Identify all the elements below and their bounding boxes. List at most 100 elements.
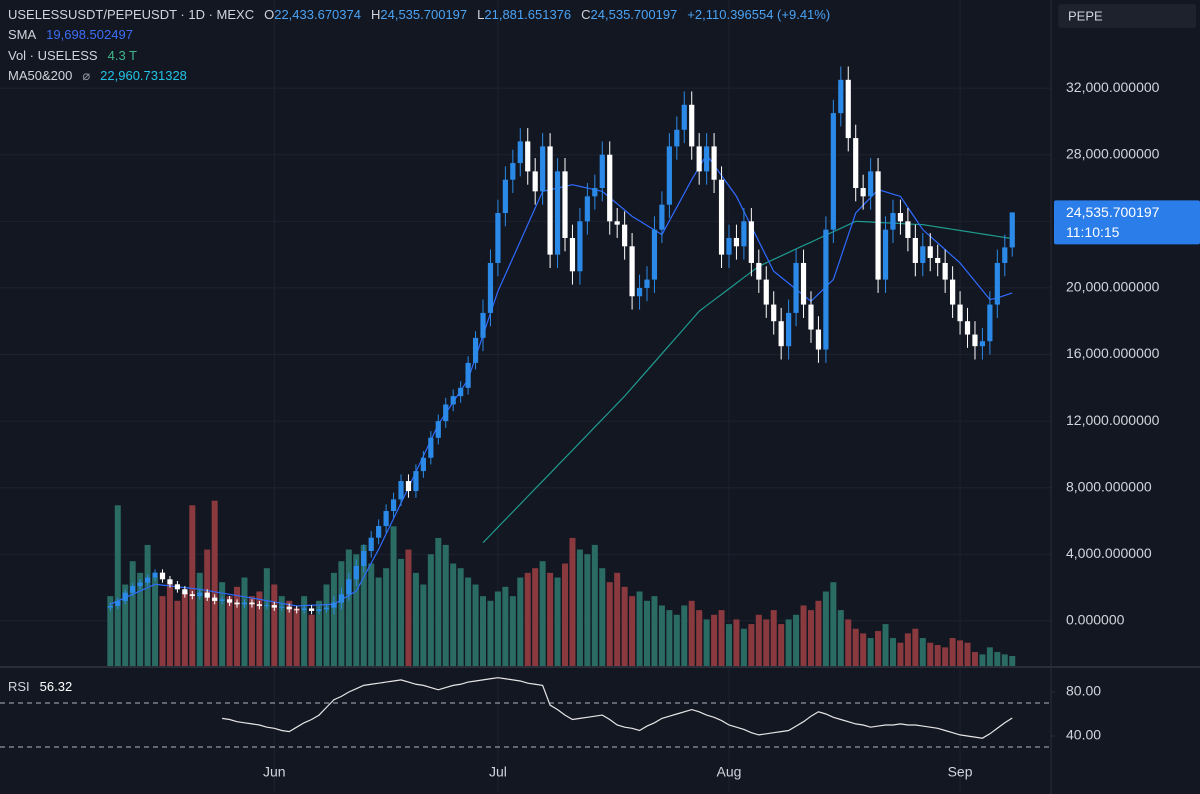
candle-body (927, 246, 933, 258)
candle-body (882, 229, 889, 280)
candle-body (979, 341, 986, 347)
volume-bar (703, 619, 710, 666)
candle-body (517, 141, 523, 164)
candle-body (167, 579, 173, 585)
legend-main: USELESSUSDT/PEPEUSDT · 1D · MEXC O22,433.… (8, 7, 830, 22)
volume-bar (1009, 655, 1016, 666)
candle-body (1009, 212, 1015, 248)
candle-body (800, 262, 807, 305)
rsi-line (222, 677, 1013, 739)
candle-body (838, 79, 844, 114)
volume-bar (673, 614, 680, 666)
volume-bar (159, 596, 166, 666)
volume-bar (405, 549, 412, 666)
symbol-box[interactable] (1058, 4, 1196, 28)
y-tick-label: 32,000.000000 (1066, 79, 1160, 95)
candle-body (137, 582, 143, 586)
candle-body (316, 609, 322, 611)
volume-bar (211, 500, 218, 666)
candle-body (607, 154, 613, 222)
legend-key: C (581, 7, 590, 22)
candle-body (853, 138, 859, 189)
y-tick-label: 28,000.000000 (1066, 145, 1160, 161)
candle-body (592, 188, 598, 197)
candle-body (622, 224, 628, 247)
candle-body (361, 550, 367, 566)
volume-bar (763, 619, 770, 666)
candle-body (577, 221, 583, 272)
volume-bar (107, 596, 114, 666)
volume-bar (360, 544, 367, 666)
candle-body (212, 597, 218, 601)
volume-bar (517, 577, 524, 666)
price-tag-countdown: 11:10:15 (1066, 224, 1120, 240)
volume-bar (122, 584, 129, 666)
indicator-layer (110, 153, 1013, 607)
volume-bar (144, 544, 151, 666)
volume-bar (830, 582, 837, 666)
volume-bar (539, 561, 546, 666)
volume-layer (107, 500, 1016, 666)
candle-body (197, 592, 203, 596)
volume-bar (412, 572, 419, 666)
candle-body (152, 572, 158, 578)
candle-body (323, 607, 330, 610)
volume-bar (778, 624, 785, 666)
candle-body (666, 146, 672, 205)
symbol-box-text[interactable]: PEPE (1068, 8, 1103, 23)
volume-bar (964, 642, 971, 666)
candle-body (204, 592, 210, 598)
volume-bar (837, 610, 844, 666)
volume-bar (770, 610, 777, 666)
volume-bar (554, 577, 561, 666)
candle-body (376, 526, 382, 538)
volume-bar (934, 645, 941, 666)
volume-bar (688, 600, 695, 666)
candle-body (480, 312, 486, 338)
volume-bar (584, 554, 591, 666)
candle-body (279, 606, 285, 608)
candle-body (935, 257, 941, 263)
volume-bar (166, 584, 173, 666)
candle-body (920, 246, 926, 263)
candle-body (294, 609, 300, 611)
candle-body (510, 163, 516, 180)
candle-body (875, 171, 881, 280)
volume-bar (748, 624, 755, 666)
candle-body (346, 579, 352, 595)
volume-bar (129, 561, 136, 666)
volume-bar (815, 600, 822, 666)
volume-bar (562, 563, 569, 666)
volume-bar (390, 526, 397, 666)
candle-body (793, 262, 799, 313)
volume-bar (979, 654, 986, 666)
candle-body (495, 213, 501, 263)
legend-ma-name: MA50&200 (8, 68, 72, 83)
candle-body (107, 605, 113, 608)
candle-body (256, 604, 262, 606)
volume-bar (912, 628, 919, 666)
candle-body (711, 146, 717, 180)
volume-bar (286, 600, 293, 666)
candle-body (681, 104, 687, 130)
volume-bar (234, 586, 241, 666)
volume-bar (822, 591, 829, 666)
volume-bar (226, 596, 233, 666)
volume-bar (204, 549, 211, 666)
volume-bar (807, 610, 814, 666)
volume-bar (636, 591, 643, 666)
legend-ma-value: 22,960.731328 (100, 68, 187, 83)
volume-bar (889, 638, 896, 666)
candle-body (964, 321, 971, 335)
y-tick-label: 16,000.000000 (1066, 345, 1160, 361)
legend-symbol: USELESSUSDT/PEPEUSDT · 1D · MEXC (8, 7, 254, 22)
candle-body (756, 262, 762, 280)
volume-bar (532, 568, 539, 666)
volume-bar (755, 614, 762, 666)
volume-bar (793, 614, 800, 666)
volume-bar (800, 605, 807, 666)
candle-body (763, 279, 769, 305)
candle-body (547, 146, 553, 255)
